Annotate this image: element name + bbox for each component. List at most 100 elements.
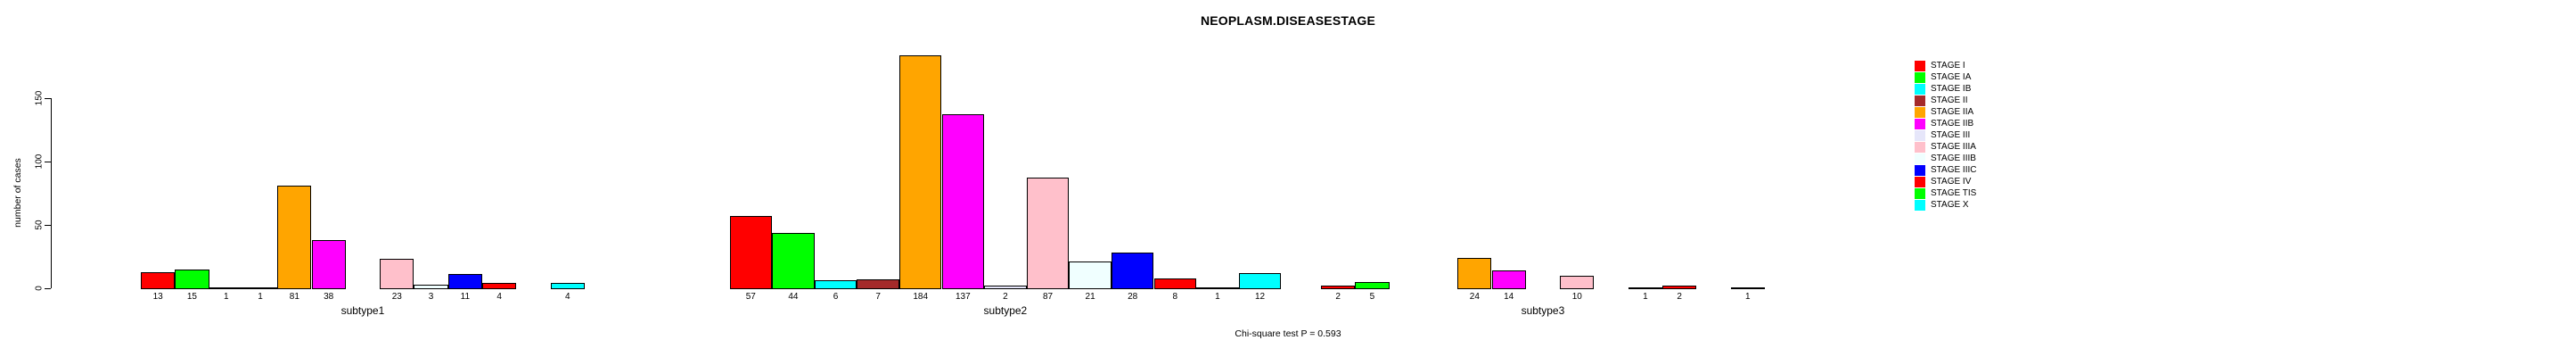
bar — [1491, 270, 1526, 289]
y-axis-line — [51, 98, 52, 288]
legend-swatch-icon — [1915, 106, 1925, 118]
bar-value-label: 14 — [1504, 292, 1514, 302]
bar — [550, 283, 585, 289]
bar-value-label: 2 — [1335, 292, 1341, 302]
bar-value-label: 15 — [186, 292, 197, 302]
legend-item: STAGE IIA — [1915, 106, 1977, 118]
legend-swatch-icon — [1915, 60, 1925, 71]
x-group-label: subtype3 — [1521, 304, 1565, 317]
legend-item: STAGE IIIB — [1915, 153, 1977, 164]
bar — [1111, 253, 1154, 289]
legend-label: STAGE IIIB — [1931, 154, 1976, 163]
bar-value-label: 2 — [1003, 292, 1008, 302]
bar — [729, 216, 773, 289]
bar-value-label: 1 — [223, 292, 229, 302]
legend-item: STAGE IIIC — [1915, 164, 1977, 176]
bar-value-label: 137 — [955, 292, 971, 302]
bar-value-label: 5 — [1369, 292, 1375, 302]
bar-value-label: 21 — [1085, 292, 1095, 302]
bar-value-label: 3 — [428, 292, 434, 302]
bar — [1153, 278, 1197, 289]
legend-label: STAGE IA — [1931, 72, 1972, 82]
bar-value-label: 24 — [1469, 292, 1480, 302]
bar — [175, 269, 209, 289]
bar-value-label: 1 — [1744, 292, 1751, 302]
bar — [1196, 286, 1239, 289]
bar-value-label: 12 — [1254, 292, 1266, 302]
bar — [898, 54, 942, 289]
bar-value-label: 4 — [564, 292, 570, 302]
bar-value-label: 87 — [1042, 292, 1054, 302]
bar — [1560, 275, 1595, 289]
bar — [857, 279, 899, 289]
bar-value-label: 11 — [460, 292, 471, 302]
bar — [209, 286, 243, 289]
chart-title: NEOPLASM.DISEASESTAGE — [1200, 13, 1376, 28]
legend-label: STAGE I — [1931, 61, 1965, 71]
x-group-label: subtype2 — [983, 304, 1028, 317]
legend-label: STAGE III — [1931, 130, 1971, 140]
bar — [277, 185, 312, 289]
bar — [141, 271, 176, 289]
legend-swatch-icon — [1915, 141, 1925, 153]
legend-item: STAGE IIB — [1915, 118, 1977, 129]
bar — [1069, 262, 1112, 289]
legend-swatch-icon — [1915, 118, 1925, 129]
bar — [482, 283, 517, 289]
y-tick — [45, 288, 51, 289]
bar-value-label: 10 — [1571, 292, 1582, 302]
bar — [1321, 286, 1356, 289]
legend-item: STAGE IB — [1915, 83, 1977, 95]
legend-swatch-icon — [1915, 199, 1925, 211]
bar — [242, 286, 278, 289]
bar-value-label: 184 — [913, 292, 929, 302]
y-tick — [45, 225, 51, 226]
bar-value-label: 81 — [289, 292, 299, 302]
legend-item: STAGE X — [1915, 199, 1977, 211]
y-tick-label: 100 — [34, 154, 45, 170]
legend-swatch-icon — [1915, 129, 1925, 141]
y-tick — [45, 98, 51, 99]
bar — [941, 114, 985, 289]
bar — [1662, 286, 1697, 289]
legend-label: STAGE IV — [1931, 177, 1972, 187]
bar-value-label: 1 — [1215, 292, 1220, 302]
legend: STAGE I STAGE IA STAGE IB STAGE II STAGE IIA… — [1915, 60, 1977, 211]
legend-label: STAGE IIB — [1931, 119, 1974, 129]
legend-item: STAGE IA — [1915, 71, 1977, 83]
legend-label: STAGE IIIA — [1931, 142, 1976, 152]
bar-value-label: 44 — [788, 292, 799, 302]
legend-swatch-icon — [1915, 164, 1925, 176]
legend-swatch-icon — [1915, 176, 1925, 187]
bar-value-label: 28 — [1128, 292, 1138, 302]
y-tick-label: 150 — [34, 90, 45, 106]
bar — [1238, 272, 1282, 289]
bar — [311, 240, 346, 289]
bar-value-label: 2 — [1677, 292, 1682, 302]
y-tick-label: 0 — [34, 286, 45, 291]
bar — [1026, 178, 1070, 289]
bar — [447, 274, 482, 289]
bar — [380, 259, 414, 289]
bar — [814, 280, 857, 289]
bar-value-label: 38 — [324, 292, 334, 302]
legend-label: STAGE TIS — [1931, 188, 1977, 198]
bar-value-label: 1 — [258, 292, 263, 302]
y-axis-title: number of cases — [12, 158, 23, 228]
bar-value-label: 8 — [1172, 292, 1178, 302]
legend-item: STAGE TIS — [1915, 187, 1977, 199]
bar-value-label: 13 — [152, 292, 163, 302]
legend-swatch-icon — [1915, 187, 1925, 199]
legend-swatch-icon — [1915, 153, 1925, 164]
legend-label: STAGE II — [1931, 95, 1968, 105]
bar-value-label: 6 — [833, 292, 839, 302]
bar — [1355, 281, 1390, 289]
bar — [414, 284, 448, 289]
legend-label: STAGE IB — [1931, 84, 1972, 94]
legend-label: STAGE IIA — [1931, 107, 1974, 117]
legend-swatch-icon — [1915, 71, 1925, 83]
bar — [772, 232, 815, 289]
bar-value-label: 23 — [391, 292, 402, 302]
x-group-label: subtype1 — [340, 304, 385, 317]
